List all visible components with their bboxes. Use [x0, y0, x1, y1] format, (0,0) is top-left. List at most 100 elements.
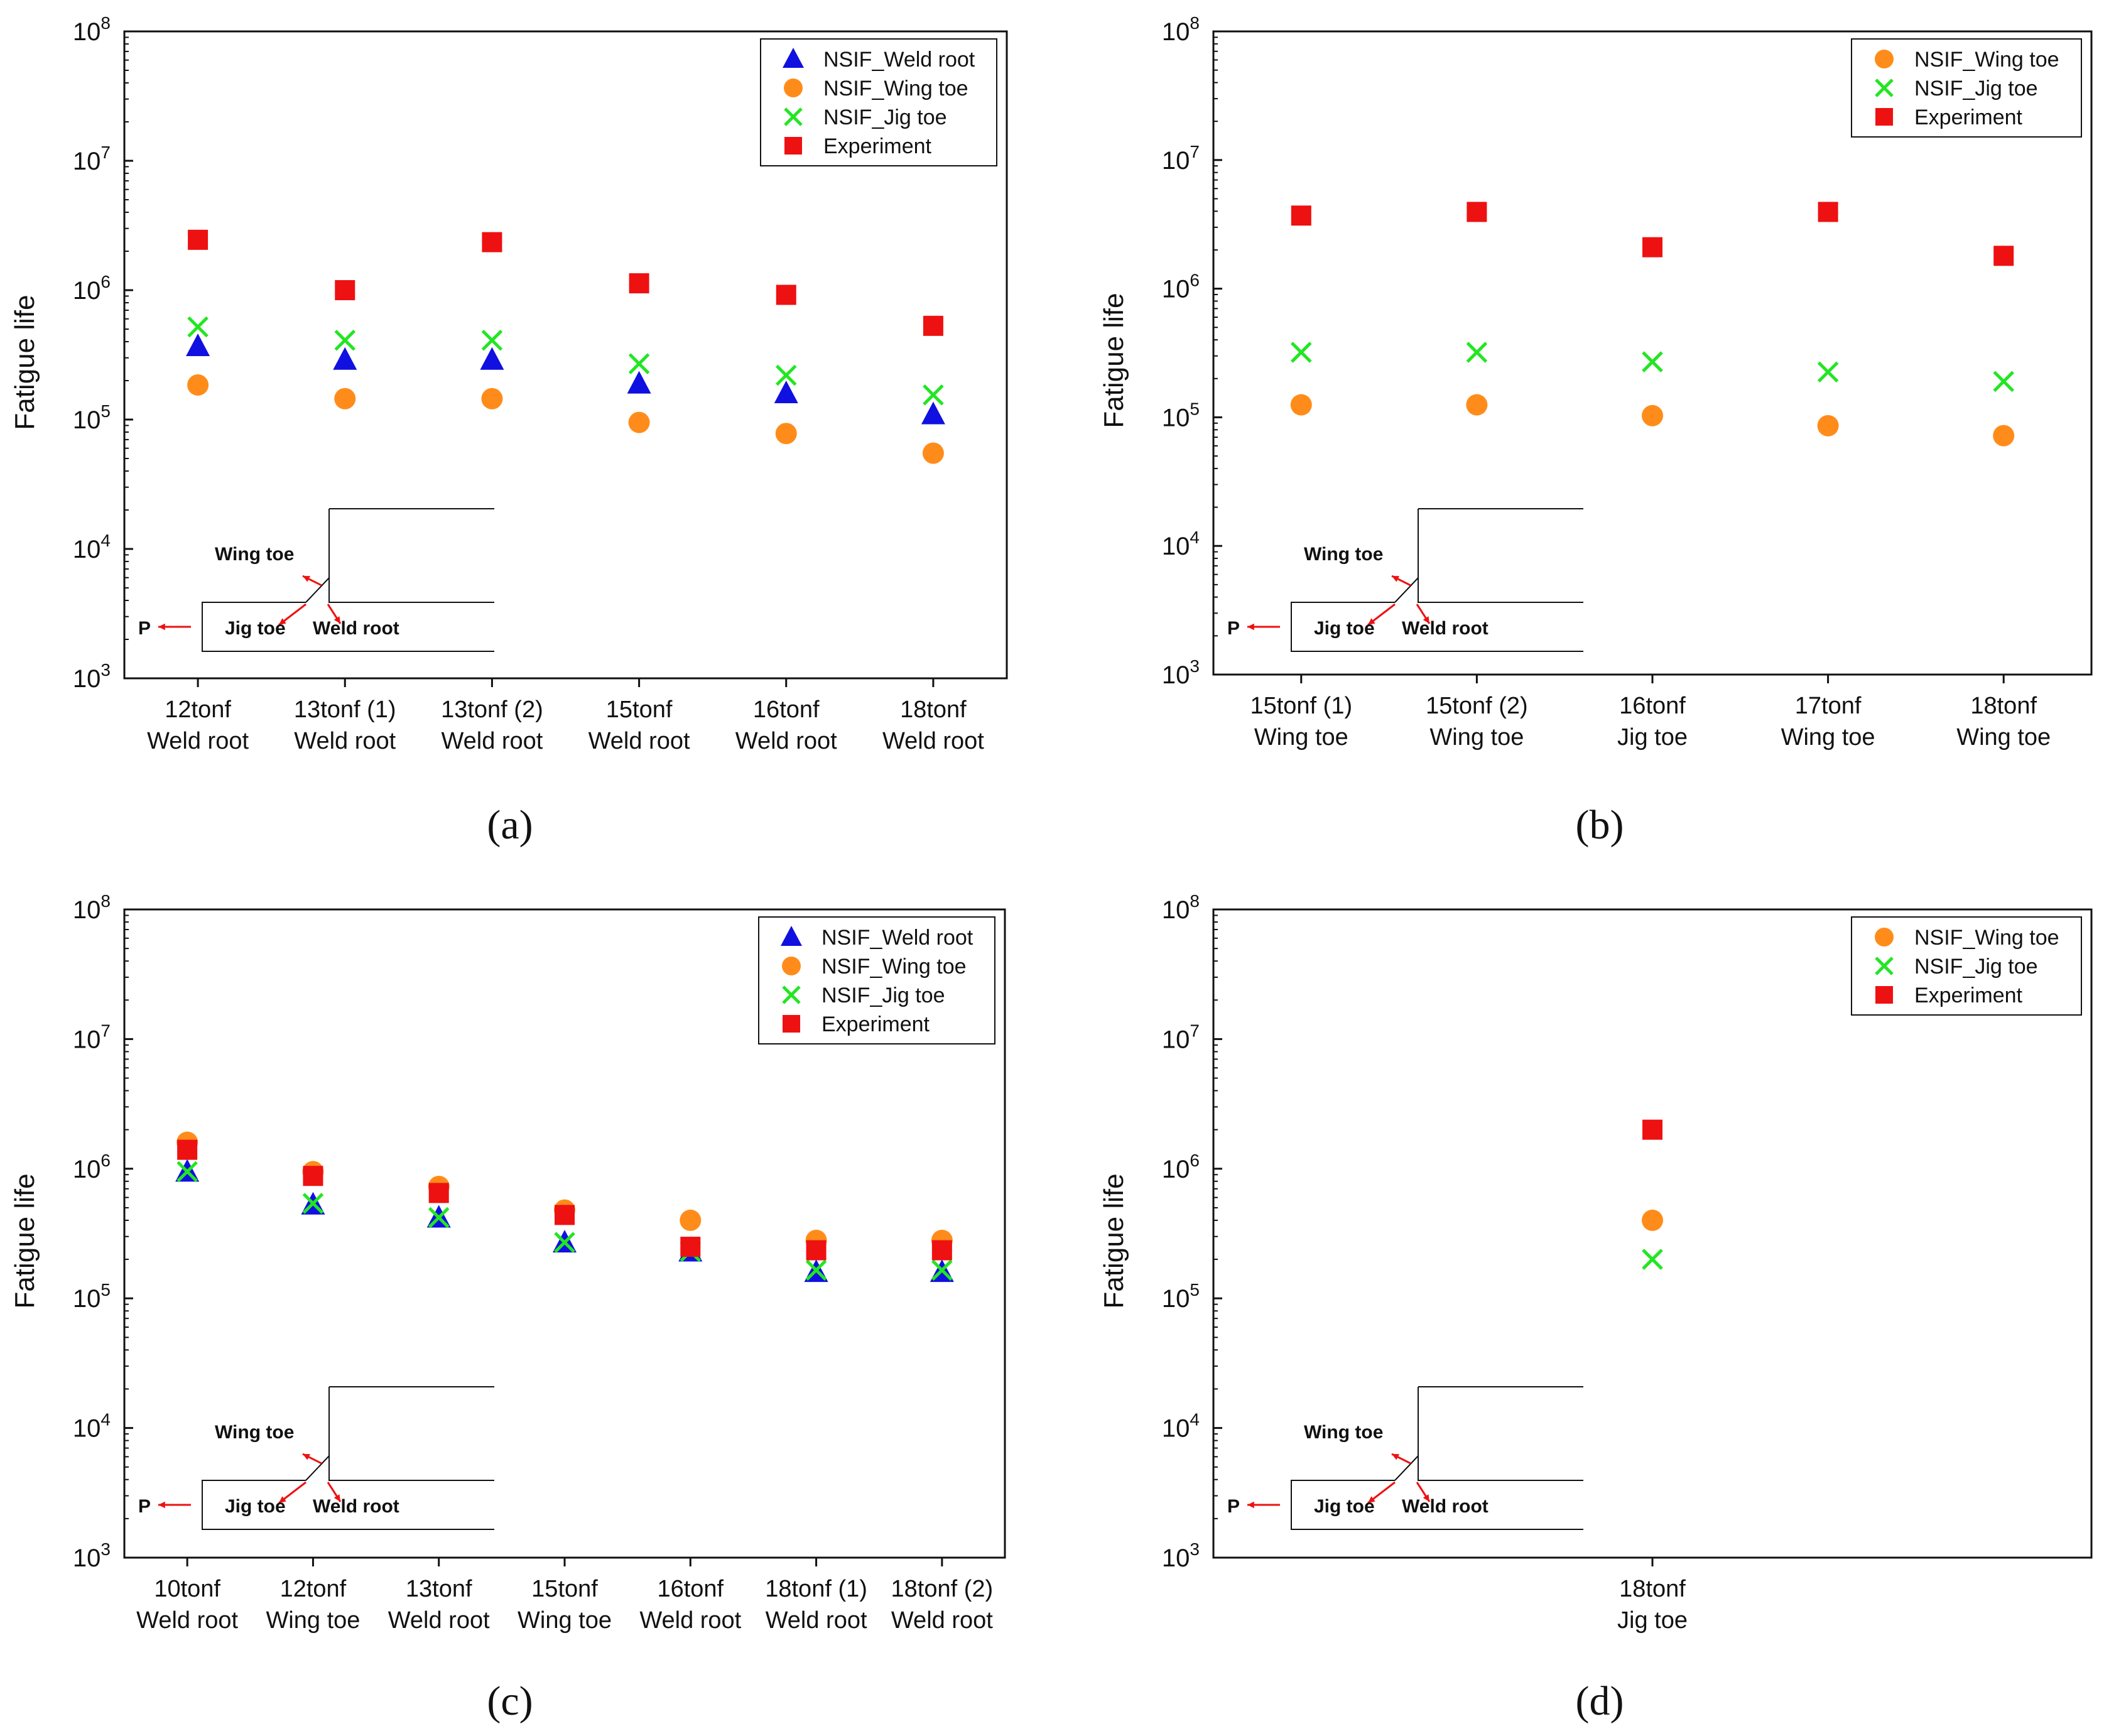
y-tick-exponent: 6	[1190, 1151, 1200, 1170]
inset-wing-plate	[328, 509, 494, 603]
legend-entry-label: NSIF_Wing toe	[822, 955, 967, 979]
inset-label-jig-toe: Jig toe	[225, 1496, 286, 1517]
legend-marker-x-stroke	[1875, 957, 1894, 975]
legend-marker-circle	[784, 79, 803, 97]
y-tick-base: 10	[1162, 661, 1190, 689]
panel-label: (b)	[1576, 802, 1624, 848]
y-tick-label: 107	[1162, 1021, 1200, 1053]
inset-arrow-wing-toe-head	[303, 576, 310, 582]
y-tick-label: 105	[73, 1280, 111, 1313]
y-tick-label: 107	[73, 143, 111, 175]
inset-label-load: P	[1227, 618, 1240, 639]
inset-arrow-load-head	[158, 1501, 165, 1509]
inset-arrow-jig-toe-head	[279, 1496, 286, 1503]
y-tick-base: 10	[73, 277, 101, 305]
x-tick-label-location: Wing toe	[1956, 724, 2051, 751]
inset-label-wing-toe: Wing toe	[1304, 1422, 1383, 1443]
x-tick-label-load: 15tonf	[606, 697, 673, 723]
inset-label-load: P	[138, 1496, 151, 1517]
series-nsif-wing-toe	[1290, 394, 2015, 447]
y-tick-base: 10	[73, 665, 101, 693]
data-point-square	[776, 285, 796, 305]
legend-entry-label: NSIF_Jig toe	[822, 984, 945, 1007]
data-point-square	[1818, 202, 1838, 222]
x-tick-label-location: Weld root	[441, 728, 543, 754]
y-tick-label: 108	[1162, 891, 1200, 924]
legend-marker-square	[1875, 108, 1893, 126]
x-tick-label-load: 16tonf	[657, 1576, 724, 1602]
data-point-x	[931, 1259, 953, 1281]
series-experiment	[188, 229, 943, 336]
data-point-x-stroke	[775, 364, 797, 386]
inset-label-jig-toe: Jig toe	[225, 618, 286, 639]
data-point-x	[1291, 342, 1312, 363]
y-tick-base: 10	[73, 1156, 101, 1183]
data-point-square	[806, 1240, 827, 1261]
inset-arrow-load-head	[158, 623, 165, 631]
data-point-x-stroke	[176, 1161, 198, 1183]
inset-label-wing-toe: Wing toe	[215, 1422, 294, 1443]
data-point-x-stroke	[554, 1232, 575, 1253]
y-tick-exponent: 6	[100, 1151, 111, 1170]
data-point-circle	[1466, 394, 1488, 416]
data-point-square	[1291, 205, 1311, 226]
y-tick-exponent: 7	[100, 1021, 111, 1040]
legend-entry-label: NSIF_Wing toe	[1914, 926, 2059, 950]
data-point-x-stroke	[481, 329, 503, 351]
inset-arrow-wing-toe-head	[1392, 1454, 1399, 1460]
series-nsif-weld-root	[186, 333, 945, 425]
data-point-x-stroke	[628, 353, 650, 374]
y-tick-label: 106	[73, 272, 111, 305]
x-tick-label-load: 13tonf (1)	[294, 697, 396, 723]
y-tick-exponent: 3	[100, 1539, 111, 1559]
x-tick-label-location: Wing toe	[1429, 724, 1524, 751]
data-point-circle	[628, 411, 650, 433]
y-tick-label: 104	[73, 1410, 111, 1443]
x-tick-label-location: Weld root	[735, 728, 837, 754]
inset-arrow-load-head	[1247, 1501, 1254, 1509]
y-tick-exponent: 7	[1190, 1021, 1200, 1040]
y-tick-base: 10	[73, 406, 101, 434]
data-point-triangle	[186, 333, 210, 356]
data-point-x	[775, 364, 797, 386]
y-tick-exponent: 5	[100, 1280, 111, 1299]
y-tick-exponent: 8	[1190, 13, 1200, 33]
data-point-circle	[334, 388, 356, 410]
y-tick-exponent: 8	[100, 891, 111, 911]
y-tick-base: 10	[1162, 1415, 1190, 1443]
y-tick-label: 104	[73, 531, 111, 563]
x-tick-label-location: Weld root	[294, 728, 396, 754]
data-point-triangle	[627, 371, 651, 394]
inset-weld-bead	[305, 577, 330, 603]
data-point-triangle	[480, 347, 504, 370]
x-tick-label-location: Weld root	[147, 728, 249, 754]
panel-label: (a)	[487, 802, 533, 848]
inset-label-wing-toe: Wing toe	[215, 544, 294, 565]
inset-arrow-jig-toe-head	[279, 618, 286, 625]
data-point-x-stroke	[1642, 1249, 1663, 1270]
x-tick-label-load: 18tonf (1)	[765, 1576, 867, 1602]
inset-label-load: P	[1227, 1496, 1240, 1517]
y-tick-label: 103	[73, 1539, 111, 1572]
y-tick-exponent: 7	[100, 143, 111, 162]
data-point-triangle	[921, 401, 945, 425]
weld-inset-diagram: Wing toe Jig toe Weld root P	[1227, 1386, 1583, 1530]
series-nsif-jig-toe	[1642, 1249, 1663, 1270]
x-tick-label-load: 15tonf	[531, 1576, 598, 1602]
data-point-triangle	[333, 347, 357, 370]
x-tick-label-location: Wing toe	[518, 1607, 612, 1634]
legend-marker-x	[784, 107, 803, 126]
series-nsif-jig-toe	[187, 316, 944, 406]
inset-label-weld-root: Weld root	[1402, 618, 1489, 639]
inset-label-jig-toe: Jig toe	[1314, 1496, 1375, 1517]
inset-wing-plate	[1418, 509, 1583, 603]
inset-jig-plate	[1291, 602, 1583, 652]
y-tick-base: 10	[1162, 896, 1190, 924]
data-point-square	[428, 1183, 449, 1203]
x-tick-label-load: 18tonf	[900, 697, 967, 723]
data-point-square	[1642, 237, 1662, 258]
inset-arrow-jig-toe-head	[1368, 618, 1375, 625]
y-tick-label: 108	[1162, 13, 1200, 46]
